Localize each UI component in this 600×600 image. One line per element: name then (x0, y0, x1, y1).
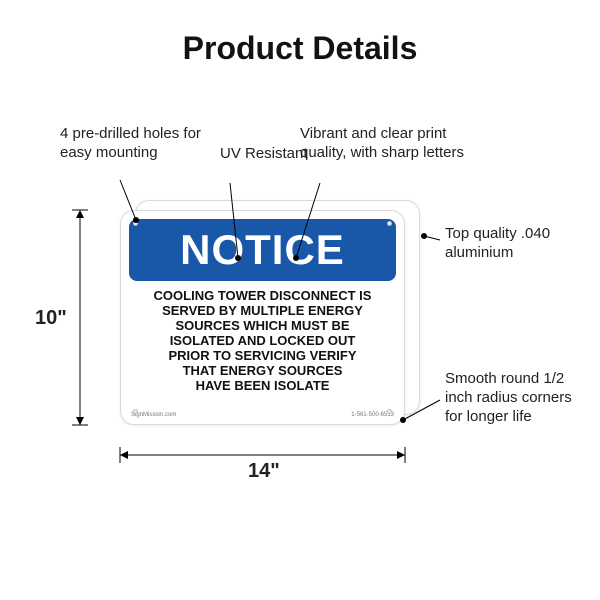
annotation-overlay (0, 0, 600, 600)
product-details-figure: Product Details 4 pre-drilled holes for … (0, 0, 600, 600)
